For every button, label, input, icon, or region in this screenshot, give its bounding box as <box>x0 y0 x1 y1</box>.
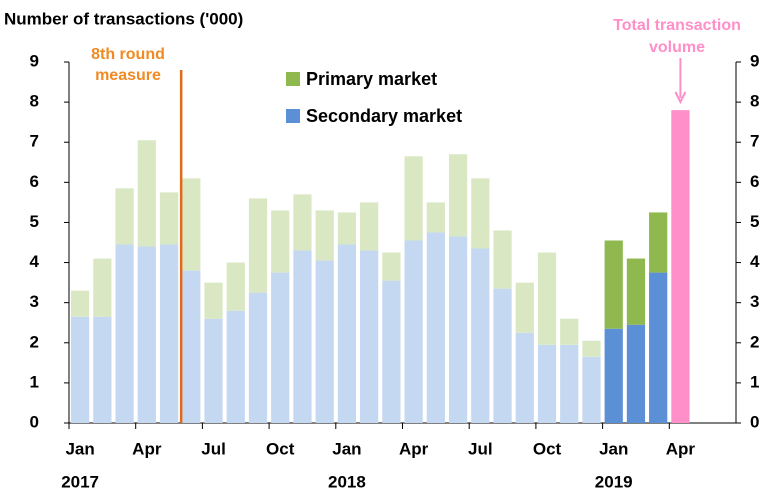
bar <box>604 328 623 423</box>
x-tick-label: Oct <box>266 439 295 458</box>
bar <box>71 316 90 423</box>
annotation-text: measure <box>95 67 161 84</box>
x-tick-label: Jan <box>332 439 361 458</box>
bar <box>159 192 179 245</box>
year-label: 2017 <box>61 472 99 491</box>
bar <box>471 248 490 423</box>
bar <box>137 140 156 247</box>
bar <box>137 246 156 423</box>
bar <box>159 244 179 423</box>
bar <box>537 344 557 423</box>
bar <box>382 252 401 281</box>
y2-tick-label: 0 <box>750 412 759 431</box>
bar <box>315 260 334 423</box>
bar <box>115 244 134 423</box>
y-tick-label: 0 <box>30 412 39 431</box>
y-tick-label: 3 <box>30 292 39 311</box>
y-tick-label: 1 <box>30 372 39 391</box>
bar <box>426 232 445 423</box>
annotation-text: volume <box>649 39 705 56</box>
bar <box>404 240 423 423</box>
bar <box>271 272 290 423</box>
y-tick-label: 7 <box>30 132 39 151</box>
bar <box>560 344 579 423</box>
annotation-text: 8th round <box>91 46 165 63</box>
x-tick-label: Jul <box>201 439 226 458</box>
bar <box>493 288 512 423</box>
y2-tick-label: 2 <box>750 332 759 351</box>
bar <box>248 292 268 423</box>
y2-tick-label: 6 <box>750 172 759 191</box>
bar <box>537 252 557 345</box>
y-tick-label: 9 <box>30 51 39 70</box>
bar <box>649 272 668 423</box>
bar <box>337 212 357 245</box>
bar <box>360 202 379 251</box>
bar <box>182 270 201 423</box>
bar <box>226 310 245 423</box>
bar <box>604 240 623 329</box>
y-tick-label: 2 <box>30 332 39 351</box>
x-tick-label: Apr <box>399 439 429 458</box>
bar <box>626 324 646 423</box>
legend-label: Primary market <box>306 69 437 89</box>
legend-swatch <box>286 109 300 123</box>
bar <box>448 236 468 423</box>
x-tick-label: Jul <box>468 439 493 458</box>
x-tick-label: Apr <box>132 439 162 458</box>
bar <box>337 244 357 423</box>
x-tick-label: Oct <box>533 439 562 458</box>
bar <box>382 280 401 423</box>
bar <box>271 210 290 273</box>
y-tick-label: 5 <box>30 212 39 231</box>
bar <box>115 188 134 245</box>
y-tick-label: 8 <box>30 92 39 111</box>
x-tick-label: Jan <box>599 439 628 458</box>
x-tick-label: Jan <box>65 439 94 458</box>
bar <box>582 340 601 357</box>
bar <box>71 290 90 317</box>
annotation-text: Total transaction <box>613 17 741 34</box>
y2-tick-label: 9 <box>750 51 759 70</box>
bar <box>471 178 490 249</box>
bar <box>93 258 112 317</box>
y2-tick-label: 5 <box>750 212 759 231</box>
chart-title: Number of transactions ('000) <box>4 9 243 28</box>
legend-label: Secondary market <box>306 106 462 126</box>
annotation-arrowhead <box>674 91 687 105</box>
bar <box>515 332 534 423</box>
bar <box>649 212 668 273</box>
bar <box>448 154 468 237</box>
y-tick-label: 6 <box>30 172 39 191</box>
bar <box>293 194 312 251</box>
bar <box>182 178 201 271</box>
year-label: 2019 <box>595 472 633 491</box>
y-tick-label: 4 <box>30 252 40 271</box>
y2-tick-label: 7 <box>750 132 759 151</box>
bar <box>671 110 690 423</box>
bar <box>226 262 245 311</box>
bar <box>626 258 646 325</box>
bar <box>360 250 379 423</box>
y2-tick-label: 3 <box>750 292 759 311</box>
year-label: 2018 <box>328 472 366 491</box>
bar <box>293 250 312 423</box>
bar <box>315 210 334 261</box>
bar <box>248 198 268 293</box>
bar <box>93 316 112 423</box>
bar <box>560 318 579 345</box>
legend-swatch <box>286 72 300 86</box>
y2-tick-label: 4 <box>750 252 760 271</box>
y2-tick-label: 1 <box>750 372 759 391</box>
x-tick-label: Apr <box>666 439 696 458</box>
bar <box>493 230 512 289</box>
bar <box>426 202 445 233</box>
bar <box>515 282 534 333</box>
bar <box>404 156 423 241</box>
bar <box>204 318 223 423</box>
y2-tick-label: 8 <box>750 92 759 111</box>
bar <box>582 356 601 423</box>
bar <box>204 282 223 319</box>
